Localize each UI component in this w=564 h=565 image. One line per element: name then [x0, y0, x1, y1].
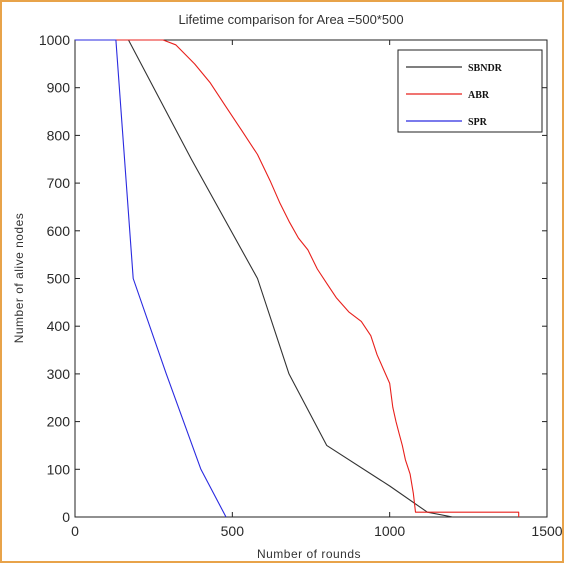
- x-tick-label: 0: [71, 523, 79, 539]
- series-line-spr: [75, 39, 227, 518]
- y-tick-label: 400: [47, 318, 71, 334]
- x-axis-title: Number of rounds: [257, 547, 361, 561]
- y-tick-label: 900: [47, 80, 71, 96]
- x-tick-label: 500: [221, 523, 245, 539]
- y-tick-label: 100: [47, 461, 71, 477]
- y-tick-label: 800: [47, 127, 71, 143]
- y-tick-label: 200: [47, 414, 71, 430]
- chart-title: Lifetime comparison for Area =500*500: [178, 12, 403, 27]
- y-tick-label: 1000: [39, 32, 70, 48]
- y-tick-label: 300: [47, 366, 71, 382]
- y-tick-label: 600: [47, 223, 71, 239]
- y-tick-label: 700: [47, 175, 71, 191]
- legend-box: [397, 49, 543, 133]
- x-tick-label: 1000: [374, 523, 405, 539]
- legend: SBNDR ABR SPR: [397, 49, 543, 133]
- series-line-abr: [75, 39, 520, 517]
- legend-label-spr: SPR: [468, 117, 488, 128]
- series-lines: [75, 39, 520, 518]
- y-axis-title: Number of alive nodes: [12, 213, 26, 344]
- legend-label-abr: ABR: [468, 90, 490, 101]
- x-tick-label: 1500: [531, 523, 562, 539]
- y-tick-label: 0: [62, 509, 70, 525]
- x-axis: 0 500 1000 1500: [71, 40, 563, 539]
- y-axis: 0 100 200 300 400 500 600 700 800 900 1000: [39, 32, 547, 525]
- legend-label-sbndr: SBNDR: [468, 63, 503, 74]
- y-tick-label: 500: [47, 271, 71, 287]
